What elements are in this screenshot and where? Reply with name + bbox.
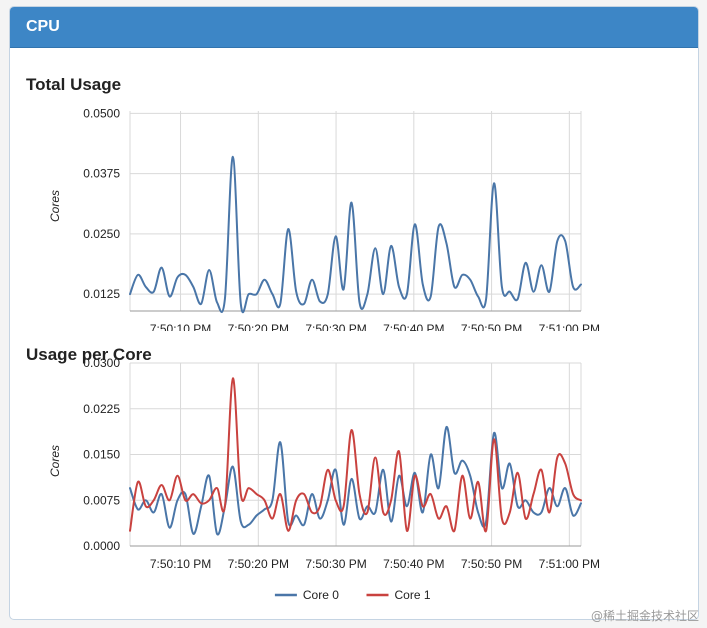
- x-axis-ticks: 7:50:10 PM 7:50:20 PM 7:50:30 PM 7:50:40 PM…: [150, 557, 600, 571]
- usage-per-core-chart: Usage per Core 0.03000.02250.01500.00750…: [26, 345, 600, 602]
- x-axis-ticks: 7:50:10 PM 7:50:20 PM 7:50:30 PM 7:50:40 PM…: [150, 322, 600, 331]
- x-tick-label: 7:50:30 PM: [305, 557, 366, 571]
- y-tick-label: 0.0375: [83, 167, 120, 181]
- x-tick-label: 7:50:40 PM: [383, 557, 444, 571]
- series-line-core-1: [129, 377, 582, 533]
- legend-item-core-1[interactable]: Core 1: [366, 588, 431, 602]
- x-tick-label: 7:51:00 PM: [539, 557, 600, 571]
- legend[interactable]: Core 0 Core 1: [274, 588, 431, 602]
- total-usage-chart: Total Usage 0.0500 0.0375 0.0250 0.0125 7:5…: [26, 75, 600, 331]
- y-tick-label: 0.0075: [83, 493, 120, 507]
- series-line-total: [129, 155, 582, 314]
- x-tick-label: 7:50:30 PM: [305, 322, 366, 331]
- legend-item-core-0[interactable]: Core 0: [274, 588, 339, 602]
- legend-label: Core 0: [303, 588, 339, 602]
- x-tick-label: 7:51:00 PM: [539, 322, 600, 331]
- y-tick-label: 0.0500: [83, 106, 120, 120]
- x-tick-label: 7:50:20 PM: [228, 557, 289, 571]
- cpu-panel: CPU Total Usage 0.0500 0.0375 0.0250 0.0125…: [9, 6, 699, 620]
- series-lines: [129, 155, 582, 314]
- x-tick-label: 7:50:50 PM: [461, 322, 522, 331]
- y-tick-label: 0.0150: [83, 448, 120, 462]
- y-tick-label: 0.0250: [83, 227, 120, 241]
- series-line-core-0: [129, 425, 582, 536]
- y-tick-label: 0.0225: [83, 402, 120, 416]
- legend-label: Core 1: [395, 588, 431, 602]
- x-tick-label: 7:50:10 PM: [150, 322, 211, 331]
- y-tick-label: 0.0000: [83, 539, 120, 553]
- series-lines: [129, 377, 582, 536]
- y-axis-label: Cores: [48, 190, 62, 222]
- y-axis-label: Cores: [48, 445, 62, 477]
- y-axis-ticks: 0.0300 0.0225 0.0150 0.0075 0.0000: [83, 356, 120, 553]
- x-tick-label: 7:50:20 PM: [228, 322, 289, 331]
- y-tick-label: 0.0300: [83, 356, 120, 370]
- panel-title: CPU: [10, 7, 698, 48]
- x-tick-label: 7:50:50 PM: [461, 557, 522, 571]
- watermark: @稀土掘金技术社区: [590, 609, 699, 623]
- grid: [129, 111, 582, 312]
- y-tick-label: 0.0125: [83, 287, 120, 301]
- y-axis-ticks: 0.0500 0.0375 0.0250 0.0125: [83, 106, 120, 301]
- x-tick-label: 7:50:40 PM: [383, 322, 444, 331]
- chart-title: Total Usage: [26, 75, 121, 94]
- chart-title: Usage per Core: [26, 345, 152, 364]
- x-tick-label: 7:50:10 PM: [150, 557, 211, 571]
